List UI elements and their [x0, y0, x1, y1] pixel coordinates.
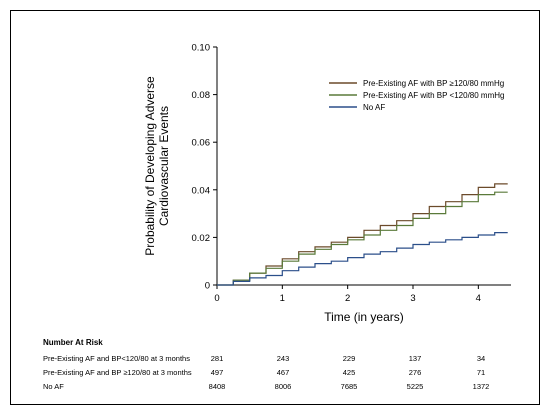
- legend-label: No AF: [363, 103, 385, 112]
- series-line: [217, 191, 508, 286]
- risk-row-label: Pre-Existing AF and BP ≥120/80 at 3 mont…: [43, 368, 192, 377]
- risk-value: 8006: [274, 382, 292, 391]
- risk-value: 1372: [472, 382, 490, 391]
- risk-value: 497: [210, 368, 224, 377]
- risk-value: 8408: [208, 382, 226, 391]
- x-tick-label: 2: [345, 293, 350, 304]
- risk-value: 276: [408, 368, 422, 377]
- risk-value: 425: [342, 368, 356, 377]
- legend-label: Pre-Existing AF with BP ≥120/80 mmHg: [363, 79, 504, 88]
- risk-value: 229: [342, 354, 356, 363]
- y-tick-label: 0.04: [192, 185, 211, 196]
- risk-value: 137: [408, 354, 422, 363]
- risk-row-label: Pre-Existing AF and BP<120/80 at 3 month…: [43, 354, 190, 363]
- legend-label: Pre-Existing AF with BP <120/80 mmHg: [363, 91, 504, 100]
- y-tick-label: 0: [205, 281, 210, 292]
- y-axis-title: Cardiovascular Events: [157, 106, 171, 226]
- chart: 0 0.02 0.04 0.06 0.08 0.10 0 1 2 3 4 Time (in years…: [143, 43, 511, 324]
- series-line: [217, 183, 508, 286]
- x-tick-label: 4: [476, 293, 481, 304]
- y-tick-label: 0.10: [192, 43, 211, 54]
- risk-value: 71: [476, 368, 486, 377]
- series-line: [217, 232, 508, 286]
- risk-value: 34: [476, 354, 486, 363]
- risk-row-label: No AF: [43, 382, 64, 391]
- risk-value: 281: [210, 354, 224, 363]
- x-tick-label: 1: [280, 293, 285, 304]
- x-tick-label: 0: [214, 293, 219, 304]
- risk-value: 5225: [406, 382, 424, 391]
- y-tick-label: 0.08: [192, 90, 211, 101]
- y-tick-label: 0.02: [192, 233, 211, 244]
- risk-value: 467: [276, 368, 290, 377]
- y-axis-title: Probability of Developing Adverse: [143, 76, 157, 256]
- risk-value: 7685: [340, 382, 358, 391]
- x-tick-label: 3: [410, 293, 415, 304]
- risk-table-title: Number At Risk: [43, 338, 103, 347]
- risk-value: 243: [276, 354, 290, 363]
- y-tick-label: 0.06: [192, 138, 211, 149]
- figure-frame: 0 0.02 0.04 0.06 0.08 0.10 0 1 2 3 4 Time (in years…: [10, 10, 540, 405]
- x-axis-title: Time (in years): [324, 310, 404, 324]
